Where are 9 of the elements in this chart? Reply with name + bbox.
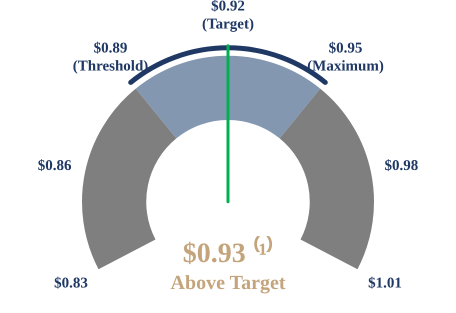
slice-label: $0.98: [384, 158, 418, 174]
text: $0.89 (Threshold): [72, 40, 148, 74]
slice-label: $0.86: [38, 158, 72, 174]
text: Above Target: [170, 272, 286, 294]
text: $0.95 (Maximum): [307, 40, 384, 74]
text: $0.93 ⁽¹⁾: [182, 235, 274, 270]
slice-label: $0.92 (Target): [202, 0, 254, 33]
text: $0.83: [54, 275, 88, 292]
text: $1.01: [368, 275, 402, 292]
